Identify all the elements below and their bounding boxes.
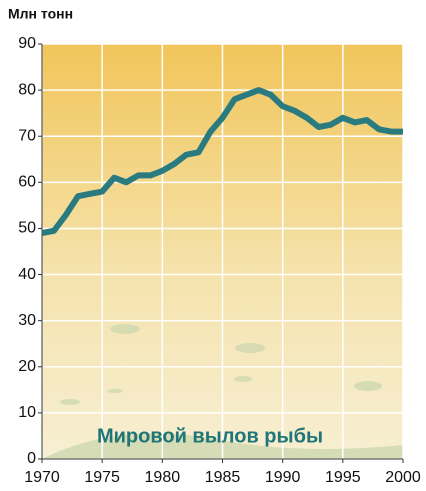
y-tick-label: 20 xyxy=(18,358,36,375)
page: {"chart_data": {"type": "line", "y_label… xyxy=(0,0,426,491)
x-tick-label: 1990 xyxy=(265,469,301,486)
x-tick-label: 1975 xyxy=(84,469,120,486)
x-tick-label: 1985 xyxy=(205,469,241,486)
y-tick-label: 60 xyxy=(18,174,36,191)
y-tick-label: 0 xyxy=(27,450,36,467)
y-tick-label: 90 xyxy=(18,35,36,52)
x-tick-label: 1970 xyxy=(24,469,60,486)
y-tick-label: 10 xyxy=(18,404,36,421)
y-tick-label: 30 xyxy=(18,312,36,329)
y-tick-label: 50 xyxy=(18,220,36,237)
x-tick-label: 2000 xyxy=(385,469,421,486)
chart: Млн тонн Мировой вылов рыбы 0 10 20 30 40 50 6… xyxy=(0,0,426,491)
y-tick-label: 80 xyxy=(18,81,36,98)
y-tick-label: 70 xyxy=(18,127,36,144)
y-axis-label: Млн тонн xyxy=(8,6,73,22)
x-tick-label: 1980 xyxy=(145,469,181,486)
x-tick-label: 1995 xyxy=(325,469,361,486)
annotation: Мировой вылов рыбы xyxy=(97,425,323,447)
y-tick-label: 40 xyxy=(18,266,36,283)
